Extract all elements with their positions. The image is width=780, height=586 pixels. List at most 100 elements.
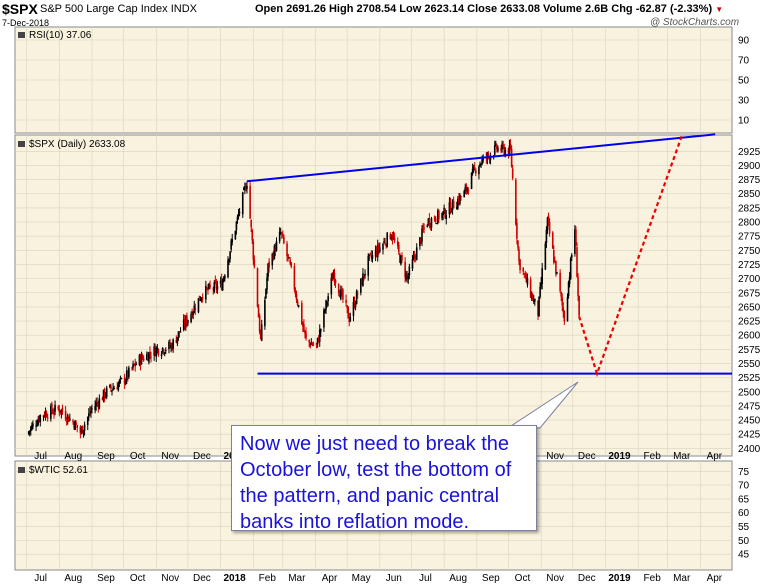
price-tick-label: 2400 <box>738 444 761 455</box>
price-candle-body <box>463 191 465 198</box>
wtic-tick-label: 50 <box>738 536 750 547</box>
price-tick-label: 2700 <box>738 274 761 285</box>
price-candle-body <box>147 354 149 361</box>
price-tick-label: 2825 <box>738 203 761 214</box>
bottom-month-label: 2018 <box>223 573 246 584</box>
price-candle-body <box>341 289 343 292</box>
price-tick-label: 2725 <box>738 260 761 271</box>
price-tick-label: 2925 <box>738 147 761 158</box>
price-tick-label: 2575 <box>738 345 761 356</box>
price-candle-body <box>448 202 451 215</box>
price-candle-body <box>213 281 216 292</box>
price-candle-body <box>368 254 371 257</box>
price-candle-body <box>541 268 544 284</box>
price-candle-body <box>522 268 525 272</box>
price-candle-body <box>472 167 475 172</box>
price-candle-body <box>534 298 536 302</box>
price-candle-body <box>116 386 119 390</box>
price-candle-body <box>38 417 41 422</box>
price-candle-body <box>186 315 188 325</box>
price-month-label: Sep <box>97 451 115 462</box>
price-candle-body <box>500 148 502 152</box>
price-candle-body <box>495 143 497 145</box>
price-panel <box>14 134 733 457</box>
price-month-label: Oct <box>130 451 146 462</box>
price-candle-body <box>294 291 297 295</box>
price-candle-body <box>539 286 541 297</box>
price-candle-body <box>79 426 82 434</box>
price-candle-body <box>408 266 411 276</box>
price-candle-body <box>317 338 320 342</box>
price-candle-body <box>282 235 284 237</box>
price-candle-body <box>434 218 437 222</box>
price-candle-body <box>274 246 277 252</box>
price-candle-body <box>60 409 63 413</box>
price-candle-body <box>117 383 120 391</box>
rsi-tick-label: 70 <box>738 56 750 67</box>
price-candle-body <box>257 307 260 318</box>
price-candle-body <box>120 378 123 380</box>
price-tick-label: 2850 <box>738 189 761 200</box>
trendline-overlays <box>246 133 732 378</box>
price-candle-body <box>371 254 374 259</box>
price-candle-body <box>561 297 564 306</box>
price-candle-body <box>360 278 362 293</box>
bottom-month-label: Jul <box>419 573 432 584</box>
price-candle-body <box>576 247 578 278</box>
price-candle-body <box>201 297 204 299</box>
price-tick-label: 2550 <box>738 359 761 370</box>
price-candle-body <box>140 354 143 365</box>
price-candle-body <box>330 277 333 295</box>
price-candle-body <box>515 179 517 225</box>
bottom-month-label: Nov <box>161 573 179 584</box>
price-candle-body <box>386 232 389 247</box>
price-candle-body <box>72 420 74 422</box>
price-candle-body <box>222 277 225 282</box>
price-tick-label: 2900 <box>738 161 761 172</box>
trendline-upper <box>246 133 716 183</box>
price-candle-body <box>138 355 141 365</box>
price-candle-body <box>497 147 499 152</box>
price-tick-label: 2775 <box>738 232 761 243</box>
chart-symbol: $SPX <box>2 1 38 17</box>
price-candle-body <box>197 298 200 313</box>
price-candle-body <box>337 284 340 294</box>
price-candle-body <box>28 430 31 432</box>
price-candle-body <box>73 422 75 429</box>
price-candle-body <box>237 214 240 216</box>
price-candle-body <box>132 363 134 368</box>
bottom-month-label: Apr <box>707 573 723 584</box>
price-candle-body <box>178 331 181 334</box>
price-candle-body <box>303 324 305 332</box>
price-candle-body <box>133 364 135 366</box>
price-candle-body <box>59 410 62 413</box>
price-candle-body <box>578 295 580 316</box>
price-candle-body <box>376 244 379 258</box>
price-candle-body <box>123 377 126 384</box>
price-candle-body <box>215 282 218 289</box>
price-candle-body <box>244 186 246 190</box>
price-candle-body <box>283 236 285 244</box>
bottom-month-label: Oct <box>515 573 531 584</box>
price-candle-body <box>67 416 70 422</box>
symbol-exchange: INDX <box>170 3 197 15</box>
price-candle-body <box>391 235 394 241</box>
price-candle-body <box>467 189 470 191</box>
price-candle-body <box>474 170 477 174</box>
price-candle-body <box>76 424 79 428</box>
price-candle-body <box>265 289 267 298</box>
price-candle-body <box>118 380 121 384</box>
price-candle-body <box>519 259 521 270</box>
price-candle-body <box>377 244 380 250</box>
price-candle-body <box>161 347 164 352</box>
bottom-month-label: Aug <box>449 573 467 584</box>
price-candle-body <box>65 421 68 423</box>
price-candle-body <box>260 324 263 341</box>
price-candle-body <box>256 268 259 307</box>
price-candle-body <box>209 285 211 288</box>
price-candle-body <box>142 358 145 361</box>
price-candle-body <box>309 342 312 347</box>
price-candle-body <box>308 339 310 343</box>
price-candle-body <box>429 224 432 226</box>
price-candle-body <box>64 410 67 420</box>
